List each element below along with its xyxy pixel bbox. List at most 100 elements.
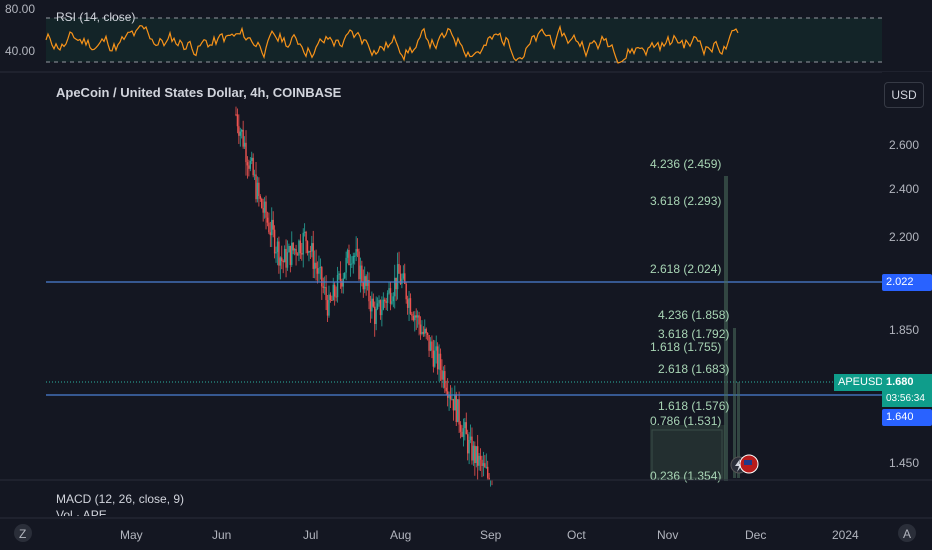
candle-body xyxy=(253,174,256,176)
candle-body xyxy=(458,399,460,425)
candle-body xyxy=(333,284,336,297)
candle-body xyxy=(268,222,270,233)
candle-body xyxy=(485,466,487,468)
fib-label: 4.236 (2.459) xyxy=(650,157,721,171)
candle-body xyxy=(303,231,306,233)
rsi-indicator-label[interactable]: RSI (14, close) xyxy=(56,10,136,24)
candle-body xyxy=(343,272,346,279)
candle-body xyxy=(328,294,330,316)
candle-body xyxy=(259,196,262,199)
candle-body xyxy=(282,261,284,263)
time-tick: Dec xyxy=(745,528,766,542)
candle-body xyxy=(354,255,356,257)
candle-body xyxy=(276,241,279,252)
currency-button[interactable]: USD xyxy=(884,82,924,108)
volume-indicator-label[interactable]: Vol · APE xyxy=(56,508,107,516)
candle-body xyxy=(336,275,339,298)
candle-body xyxy=(279,257,282,266)
candle-body xyxy=(288,245,290,253)
countdown-tag: 03:56:34 xyxy=(882,390,932,407)
candle-body xyxy=(396,264,399,290)
fib-label: 3.618 (1.792) xyxy=(658,327,729,341)
candle-body xyxy=(466,434,469,454)
candle-body xyxy=(385,301,387,303)
candle-body xyxy=(292,242,294,251)
fib-label: 2.618 (1.683) xyxy=(658,362,729,376)
candle-body xyxy=(411,313,413,316)
price-tick-1850: 1.850 xyxy=(889,323,919,337)
candle-body xyxy=(249,160,252,169)
candle-body xyxy=(311,243,313,252)
candle-body xyxy=(335,296,337,298)
candle-body xyxy=(444,371,446,388)
candle-body xyxy=(426,333,429,336)
candle-body xyxy=(374,306,376,324)
fib-label: 0.236 (1.354) xyxy=(650,469,721,483)
candle-body xyxy=(283,248,286,263)
candle-body xyxy=(465,422,467,435)
symbol-tag: APEUSD xyxy=(834,374,888,391)
candle-body xyxy=(352,255,354,264)
candle-body xyxy=(356,249,359,252)
candle-body xyxy=(323,287,326,289)
fib-zone xyxy=(650,425,725,480)
candle-body xyxy=(441,370,443,380)
candle-body xyxy=(428,335,430,351)
price-tick-2600: 2.600 xyxy=(889,138,919,152)
candle-body xyxy=(266,217,269,223)
macd-indicator-label[interactable]: MACD (12, 26, close, 9) xyxy=(56,492,185,506)
time-axis[interactable]: May Jun Jul Aug Sep Oct Nov Dec 2024 xyxy=(120,528,859,542)
candle-body xyxy=(452,398,455,411)
candle-body xyxy=(456,399,459,422)
candle-body xyxy=(394,277,396,297)
candle-body xyxy=(269,232,272,236)
candle-body xyxy=(319,267,322,269)
candle-body xyxy=(265,201,267,218)
price-tag-line-a: 2.022 xyxy=(882,274,932,291)
rsi-band xyxy=(46,18,882,62)
symbol-title[interactable]: ApeCoin / United States Dollar, 4h, COIN… xyxy=(56,85,342,100)
auto-scale-button[interactable] xyxy=(898,524,916,542)
candle-body xyxy=(461,431,463,437)
candlestick-series xyxy=(235,106,493,487)
candle-body xyxy=(341,281,343,287)
time-tick: May xyxy=(120,528,143,542)
candle-body xyxy=(479,455,482,460)
candle-body xyxy=(255,174,257,200)
time-tick: Aug xyxy=(390,528,411,542)
candle-body xyxy=(415,315,417,318)
candle-body xyxy=(242,129,244,147)
zoom-button[interactable] xyxy=(14,524,32,542)
candle-body xyxy=(318,268,320,274)
candle-body xyxy=(339,273,342,282)
candle-body xyxy=(488,477,490,480)
candle-body xyxy=(389,288,392,304)
candle-body xyxy=(346,250,349,258)
candle-body xyxy=(421,331,423,334)
candle-body xyxy=(364,276,366,290)
rsi-level-40: 40.00 xyxy=(5,44,35,58)
candle-body xyxy=(238,126,240,136)
fib-label: 0.786 (1.531) xyxy=(650,414,721,428)
candle-body xyxy=(459,424,462,432)
candle-body xyxy=(258,182,260,197)
candle-body xyxy=(436,346,439,370)
rsi-line xyxy=(45,24,739,64)
candle-body xyxy=(384,299,386,302)
candle-body xyxy=(404,273,406,284)
candle-body xyxy=(471,436,473,461)
candle-body xyxy=(408,298,410,308)
candle-body xyxy=(309,251,312,253)
fib-bar-1 xyxy=(724,176,728,481)
candle-body xyxy=(431,341,433,351)
candle-body xyxy=(316,268,319,274)
candle-body xyxy=(251,157,253,161)
candle-body xyxy=(392,296,395,302)
candle-body xyxy=(313,262,316,269)
candle-body xyxy=(295,248,297,255)
candle-body xyxy=(348,250,350,265)
candle-body xyxy=(312,243,314,269)
fib-bar-3 xyxy=(737,382,740,478)
candle-body xyxy=(381,309,383,316)
